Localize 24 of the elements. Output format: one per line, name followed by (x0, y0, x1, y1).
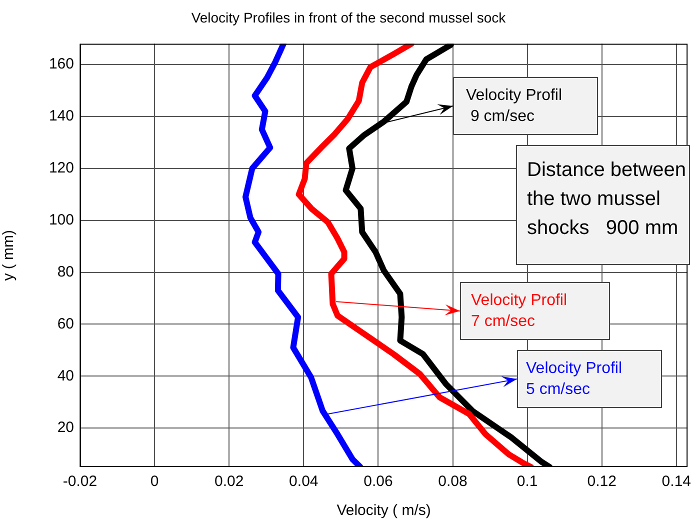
text-box: Velocity Profil 7 cm/sec (460, 282, 610, 340)
x-tick-label: 0.1 (516, 473, 538, 490)
x-tick-label: 0.14 (662, 473, 692, 490)
x-tick-label: 0.08 (438, 473, 468, 490)
x-tick-label: 0.04 (289, 473, 318, 490)
x-tick-label: 0.12 (587, 473, 616, 490)
chart-title: Velocity Profiles in front of the second mussel sock (191, 9, 507, 26)
y-tick-label: 80 (57, 263, 74, 280)
text-box: Velocity Profil 5 cm/sec (517, 350, 662, 408)
x-tick-label: 0.06 (364, 473, 393, 490)
x-tick-label: 0.02 (214, 473, 244, 490)
x-tick-label: 0 (150, 473, 159, 490)
y-tick-label: 120 (48, 160, 74, 177)
y-tick-label: 160 (48, 56, 74, 73)
y-tick-label: 140 (48, 108, 74, 125)
text-box: Distance between the two mussel shocks 900 mm (516, 145, 690, 265)
y-axis-title: y ( mm) (0, 230, 18, 281)
y-tick-label: 40 (57, 367, 74, 384)
x-tick-label: -0.02 (62, 473, 98, 490)
y-tick-label: 60 (57, 315, 74, 332)
x-axis-title: Velocity ( m/s) (336, 502, 431, 520)
text-box: Velocity Profil 9 cm/sec (453, 77, 598, 135)
y-tick-label: 20 (57, 419, 74, 436)
y-tick-label: 100 (48, 211, 74, 228)
